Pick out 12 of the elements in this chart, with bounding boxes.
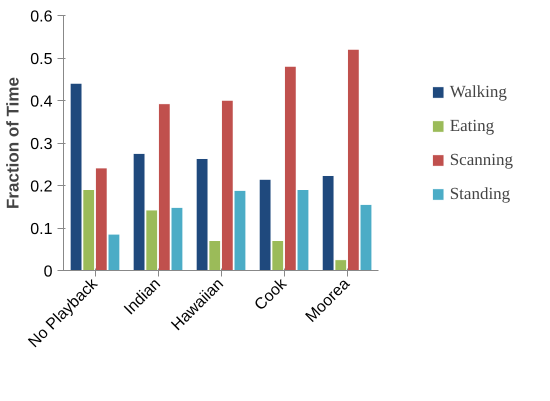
y-axis-title: Fraction of Time [3,77,22,209]
legend-label: Standing [450,184,510,204]
y-tick-label: 0.1 [30,221,53,238]
legend-label: Walking [450,82,507,102]
y-tick-label: 0.6 [30,8,53,26]
y-tick-label: 0 [44,264,53,280]
legend-label: Eating [450,116,494,136]
y-tick-label: 0.3 [30,136,53,153]
y-tick-label: 0.2 [30,178,53,196]
y-tick-label: 0.4 [30,94,53,110]
legend-label: Scanning [450,150,513,170]
y-tick-label: 0.5 [30,51,53,68]
